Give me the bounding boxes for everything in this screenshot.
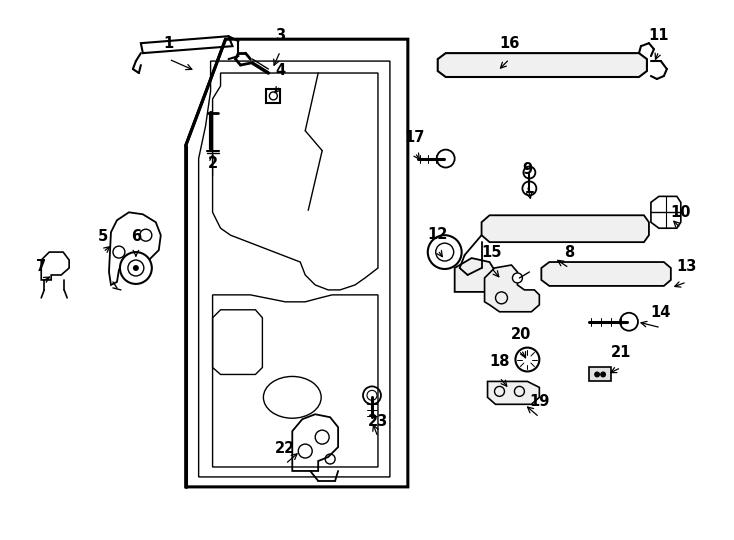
Polygon shape [437, 53, 647, 77]
Text: 2: 2 [208, 156, 218, 171]
Polygon shape [482, 215, 649, 242]
Circle shape [428, 235, 462, 269]
Text: 1: 1 [164, 36, 174, 51]
Polygon shape [454, 258, 498, 292]
Text: 17: 17 [404, 130, 425, 145]
Text: 21: 21 [611, 345, 631, 360]
Circle shape [620, 313, 638, 330]
Text: 16: 16 [499, 36, 520, 51]
Text: 8: 8 [564, 245, 575, 260]
Polygon shape [484, 265, 539, 312]
Text: 7: 7 [36, 259, 46, 274]
Polygon shape [542, 262, 671, 286]
Text: 18: 18 [490, 354, 509, 369]
Text: 10: 10 [671, 205, 691, 220]
Circle shape [523, 166, 535, 179]
FancyBboxPatch shape [589, 368, 611, 381]
Text: 5: 5 [98, 229, 108, 244]
Circle shape [512, 273, 523, 283]
Text: 19: 19 [529, 394, 550, 409]
Text: 15: 15 [482, 245, 502, 260]
Circle shape [363, 387, 381, 404]
Text: 12: 12 [427, 227, 448, 242]
Text: 20: 20 [511, 327, 531, 342]
Text: 13: 13 [677, 259, 697, 274]
Circle shape [515, 348, 539, 372]
Circle shape [437, 150, 454, 167]
Circle shape [594, 372, 600, 377]
Polygon shape [141, 36, 233, 53]
Text: 14: 14 [651, 305, 671, 320]
Polygon shape [292, 414, 338, 471]
FancyBboxPatch shape [266, 89, 280, 103]
Text: 23: 23 [368, 414, 388, 429]
Text: 4: 4 [275, 63, 286, 78]
Text: 3: 3 [275, 28, 286, 43]
Text: 11: 11 [649, 28, 669, 43]
Circle shape [120, 252, 152, 284]
Polygon shape [487, 381, 539, 404]
Text: 22: 22 [275, 441, 296, 456]
Circle shape [523, 181, 537, 195]
Circle shape [600, 372, 606, 377]
Circle shape [133, 265, 139, 271]
Text: 9: 9 [523, 163, 532, 178]
Text: 6: 6 [131, 229, 141, 244]
